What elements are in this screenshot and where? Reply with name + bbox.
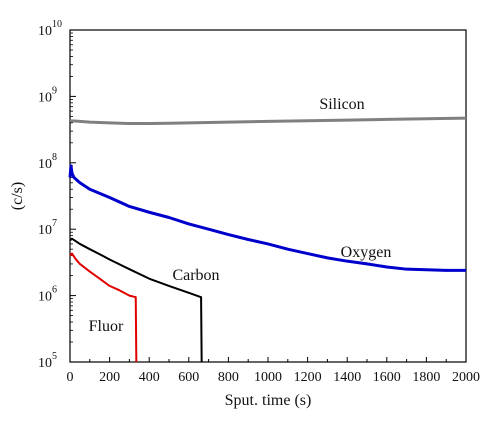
series-line-fluor <box>69 252 138 363</box>
x-tick-label: 1000 <box>254 370 282 385</box>
y-tick-label: 10 <box>38 24 52 39</box>
series-line-carbon <box>69 237 203 363</box>
series-line-silicon <box>69 116 467 126</box>
y-tick-exponent: 6 <box>52 285 57 296</box>
y-tick-label: 10 <box>38 223 52 238</box>
y-tick-label: 10 <box>38 90 52 105</box>
x-tick-label: 0 <box>67 370 74 385</box>
series-label-fluor: Fluor <box>89 318 124 335</box>
y-tick-exponent: 7 <box>52 218 57 229</box>
series-labels: Silicon Oxygen Carbon Fluor <box>89 96 392 335</box>
y-tick-label: 10 <box>38 356 52 371</box>
series-label-oxygen: Oxygen <box>341 244 392 261</box>
x-tick-label: 2000 <box>452 370 480 385</box>
y-axis-title: (c/s) <box>9 182 26 210</box>
y-tick-exponent: 9 <box>52 85 57 96</box>
x-tick-label: 800 <box>218 370 239 385</box>
series-line-oxygen <box>68 164 466 272</box>
y-tick-exponent: 5 <box>52 351 57 362</box>
x-tick-label: 1800 <box>412 370 440 385</box>
y-tick-label: 10 <box>38 290 52 305</box>
x-axis-title: Sput. time (s) <box>225 392 312 409</box>
x-tick-label: 1200 <box>294 370 322 385</box>
plot-frame <box>69 29 467 363</box>
x-axis-ticks: 0 200 400 600 800 1000 1200 1400 1600 1800 2000 <box>67 357 480 385</box>
y-tick-label: 10 <box>38 157 52 172</box>
x-tick-label: 1400 <box>333 370 361 385</box>
y-tick-exponent: 10 <box>52 19 62 30</box>
y-tick-exponent: 8 <box>52 152 57 163</box>
x-tick-label: 600 <box>178 370 199 385</box>
series-lines <box>68 116 467 363</box>
series-label-silicon: Silicon <box>319 96 364 113</box>
series-label-carbon: Carbon <box>172 267 219 284</box>
x-tick-label: 400 <box>139 370 160 385</box>
x-tick-label: 1600 <box>373 370 401 385</box>
x-tick-label: 200 <box>99 370 120 385</box>
